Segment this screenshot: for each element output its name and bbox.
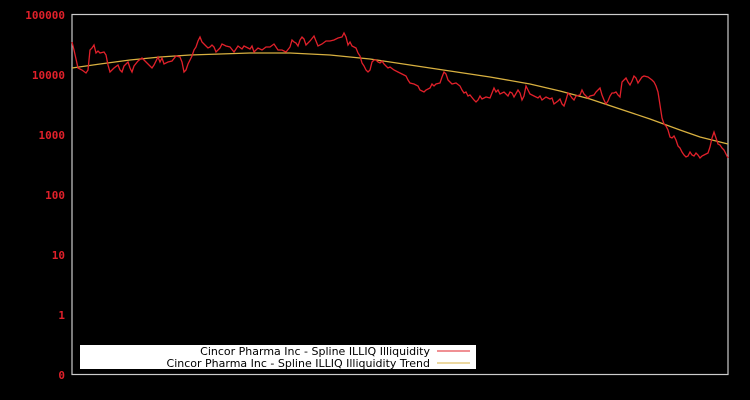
legend: Cincor Pharma Inc - Spline ILLIQ Illiqui… [80, 345, 476, 370]
y-tick-label: 100000 [25, 9, 65, 22]
illiquidity-series-line [71, 31, 729, 160]
plot-frame [71, 13, 729, 376]
legend-label-illiquidity: Cincor Pharma Inc - Spline ILLIQ Illiqui… [200, 345, 430, 358]
y-tick-label: 100 [45, 189, 65, 202]
y-tick-label: 0 [58, 369, 65, 382]
y-tick-label: 1000 [39, 129, 66, 142]
y-tick-label: 10000 [32, 69, 65, 82]
legend-box [80, 345, 476, 369]
trend-series-line [71, 52, 729, 145]
y-tick-label: 10 [52, 249, 65, 262]
legend-label-trend: Cincor Pharma Inc - Spline ILLIQ Illiqui… [167, 357, 430, 370]
y-tick-label: 1 [58, 309, 65, 322]
